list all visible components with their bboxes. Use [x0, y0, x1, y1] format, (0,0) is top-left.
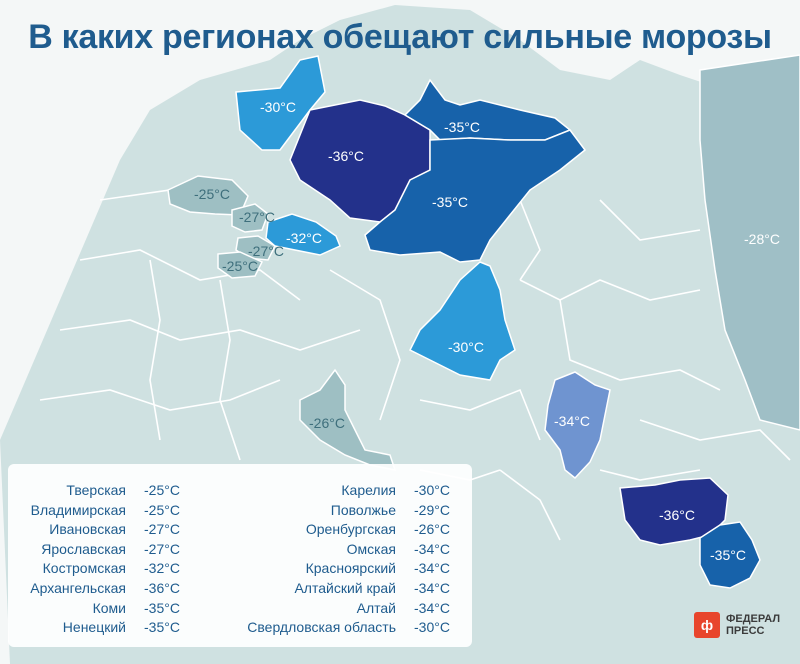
- label-arkhangelsk: -36°C: [328, 148, 364, 164]
- legend-row: Карелия -30°C: [218, 481, 484, 501]
- legend-row: Алтайский край -34°C: [218, 579, 484, 599]
- legend-row: Свердловская область -30°C: [218, 618, 484, 638]
- legend-row: Ивановская -27°C: [10, 520, 214, 540]
- legend-region-name: Свердловская область: [247, 619, 396, 636]
- label-sverdlovsk: -30°C: [448, 339, 484, 355]
- legend-row: Поволжье -29°C: [218, 501, 484, 521]
- legend-region-name: Красноярский: [305, 560, 396, 577]
- legend-row: Алтай -34°C: [218, 599, 484, 619]
- legend-region-value: -35°C: [144, 599, 180, 616]
- legend-region-name: Алтай: [356, 599, 396, 616]
- legend-row: Омская -34°C: [218, 540, 484, 560]
- legend-row: Владимирская -25°C: [10, 501, 214, 521]
- legend-region-name: Костромская: [42, 560, 126, 577]
- legend-region-name: Коми: [92, 599, 126, 616]
- legend-region-name: Владимирская: [30, 501, 126, 518]
- legend-row: Ненецкий -35°C: [10, 618, 214, 638]
- legend-region-name: Омская: [346, 540, 396, 557]
- legend-row: Красноярский -34°C: [218, 559, 484, 579]
- legend-region-name: Тверская: [66, 482, 126, 498]
- label-altai-krai: -36°C: [659, 507, 695, 523]
- legend-region-value: -29°C: [414, 501, 450, 518]
- brand-line-1: ФЕДЕРАЛ: [726, 613, 781, 625]
- legend-region-value: -34°C: [414, 540, 450, 557]
- legend-region-value: -34°C: [414, 599, 450, 616]
- label-orenburg: -26°C: [309, 415, 345, 431]
- legend-row: Архангельская -36°C: [10, 579, 214, 599]
- legend-region-value: -30°C: [414, 619, 450, 636]
- legend-row: Ярославская -27°C: [10, 540, 214, 560]
- region-vladimir: [217, 251, 264, 279]
- legend-region-name: Карелия: [341, 482, 396, 498]
- legend-region-value: -30°C: [414, 482, 450, 498]
- legend-region-value: -25°C: [144, 482, 180, 498]
- region-kostroma: [265, 213, 341, 256]
- legend-region-value: -27°C: [144, 521, 180, 538]
- page-title: В каких регионах обещают сильные морозы: [28, 18, 772, 56]
- legend-region-value: -32°C: [144, 560, 180, 577]
- legend-region-name: Ненецкий: [62, 619, 126, 636]
- legend-region-name: Ивановская: [49, 521, 126, 538]
- legend-region-value: -27°C: [144, 540, 180, 557]
- label-ivanovo: -27°C: [248, 243, 284, 259]
- label-tver: -25°C: [194, 186, 230, 202]
- legend-region-name: Архангельская: [30, 579, 126, 596]
- legend-region-name: Поволжье: [330, 501, 396, 518]
- legend-row: Тверская -25°C: [10, 481, 214, 501]
- brand-name: ФЕДЕРАЛ ПРЕСС: [726, 613, 780, 637]
- legend-column-left: Тверская -25°C Владимирская -25°C Ивановск…: [10, 481, 214, 638]
- label-kostroma: -32°C: [286, 230, 322, 246]
- legend-region-value: -34°C: [414, 579, 450, 596]
- brand-mark-icon: ф: [694, 612, 720, 638]
- legend-row: Коми -35°C: [10, 599, 214, 619]
- region-altai: [699, 521, 761, 589]
- brand-line-2: ПРЕСС: [726, 625, 765, 637]
- legend-region-value: -25°C: [144, 501, 180, 518]
- label-karelia: -30°C: [260, 99, 296, 115]
- legend-region-name: Оренбургская: [305, 521, 396, 538]
- region-yaroslavl: [231, 203, 269, 233]
- label-komi: -35°C: [432, 194, 468, 210]
- region-krasnoyarsk: [699, 54, 800, 431]
- legend-row: Оренбургская -26°C: [218, 520, 484, 540]
- legend-region-name: Алтайский край: [294, 579, 396, 596]
- brand-logo: ф ФЕДЕРАЛ ПРЕСС: [694, 612, 780, 638]
- label-omsk: -34°C: [554, 413, 590, 429]
- legend-region-value: -26°C: [414, 521, 450, 538]
- label-altai: -35°C: [710, 547, 746, 563]
- region-komi: [364, 129, 587, 263]
- legend-panel: [8, 464, 472, 647]
- legend-column-right: Карелия -30°C Поволжье -29°C Оренбургская -…: [218, 481, 484, 638]
- legend-row: Костромская -32°C: [10, 559, 214, 579]
- legend-region-value: -35°C: [144, 619, 180, 636]
- label-nenets: -35°C: [444, 119, 480, 135]
- legend-region-name: Ярославская: [41, 540, 126, 557]
- region-orenburg: [299, 368, 397, 471]
- label-yaroslavl: -27°C: [239, 209, 275, 225]
- legend-region-value: -36°C: [144, 579, 180, 596]
- legend-region-value: -34°C: [414, 560, 450, 577]
- region-omsk: [544, 371, 611, 480]
- label-krasnoyarsk: -28°C: [744, 231, 780, 247]
- region-sverdlovsk: [408, 261, 516, 381]
- label-vladimir: -25°C: [222, 258, 258, 274]
